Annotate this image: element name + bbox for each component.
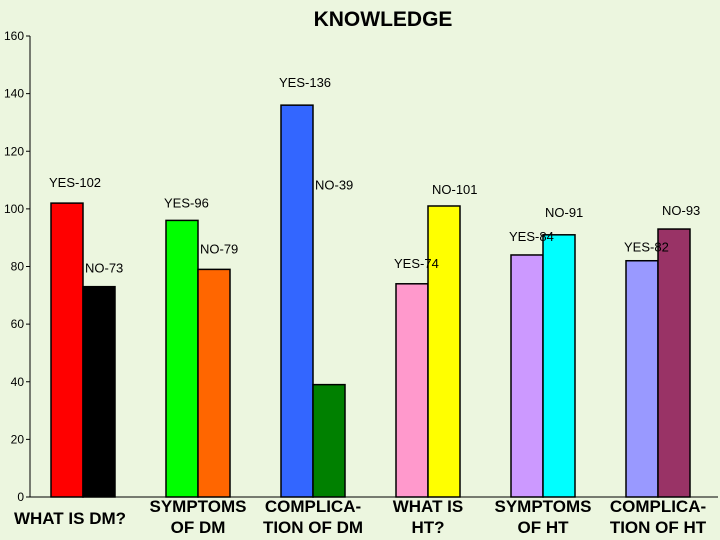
bar-yes-136 [280,104,314,498]
category-label: WHAT IS DM? [14,509,126,528]
data-label-yes-136: YES-136 [279,75,331,90]
bar-yes-82 [625,259,659,498]
y-tick-label: 100 [4,202,24,216]
data-label-no-73: NO-73 [85,261,123,276]
data-label-no-93: NO-93 [662,203,700,218]
category-label: TION OF DM [263,518,363,537]
bar-no-101 [427,205,461,498]
data-label-yes-82: YES-82 [624,240,669,255]
y-tick-label: 60 [11,317,25,331]
category-label: COMPLICA- [610,497,706,516]
category-label: TION OF HT [610,518,707,537]
bars [50,104,691,498]
bar-yes-74 [395,283,429,498]
bar-no-73 [82,285,116,498]
y-tick-label: 160 [4,29,24,43]
y-tick-label: 40 [11,375,25,389]
category-labels: WHAT IS DM? SYMPTOMS OF DM COMPLICA- TION OF… [14,497,707,537]
data-label-yes-84: YES-84 [509,229,554,244]
data-label-no-39: NO-39 [315,178,353,193]
data-label-no-91: NO-91 [545,205,583,220]
category-label: WHAT IS [393,497,464,516]
data-label-yes-74: YES-74 [394,256,439,271]
data-label-yes-102: YES-102 [49,175,101,190]
category-label: OF HT [518,518,570,537]
bar-no-39 [312,383,346,498]
y-tick-label: 120 [4,144,24,158]
bar-no-91 [542,234,576,498]
y-tick-label: 80 [11,260,25,274]
category-label: HT? [411,518,444,537]
data-labels: YES-102 NO-73 YES-96 NO-79 YES-136 NO-39 YES-7… [49,75,700,276]
axes: 0 20 40 60 80 100 120 140 160 [4,29,718,504]
bar-yes-84 [510,254,544,498]
bar-no-93 [657,228,691,498]
y-tick-label: 140 [4,87,24,101]
category-label: COMPLICA- [265,497,361,516]
data-label-no-101: NO-101 [432,182,478,197]
category-label: SYMPTOMS [150,497,247,516]
category-label: OF DM [171,518,226,537]
bar-yes-102 [50,202,84,498]
bar-yes-96 [165,219,199,498]
y-tick-label: 0 [17,490,24,504]
bar-no-79 [197,268,231,498]
data-label-yes-96: YES-96 [164,195,209,210]
category-label: SYMPTOMS [495,497,592,516]
chart-title: KNOWLEDGE [314,8,453,31]
y-tick-label: 20 [11,432,25,446]
data-label-no-79: NO-79 [200,241,238,256]
